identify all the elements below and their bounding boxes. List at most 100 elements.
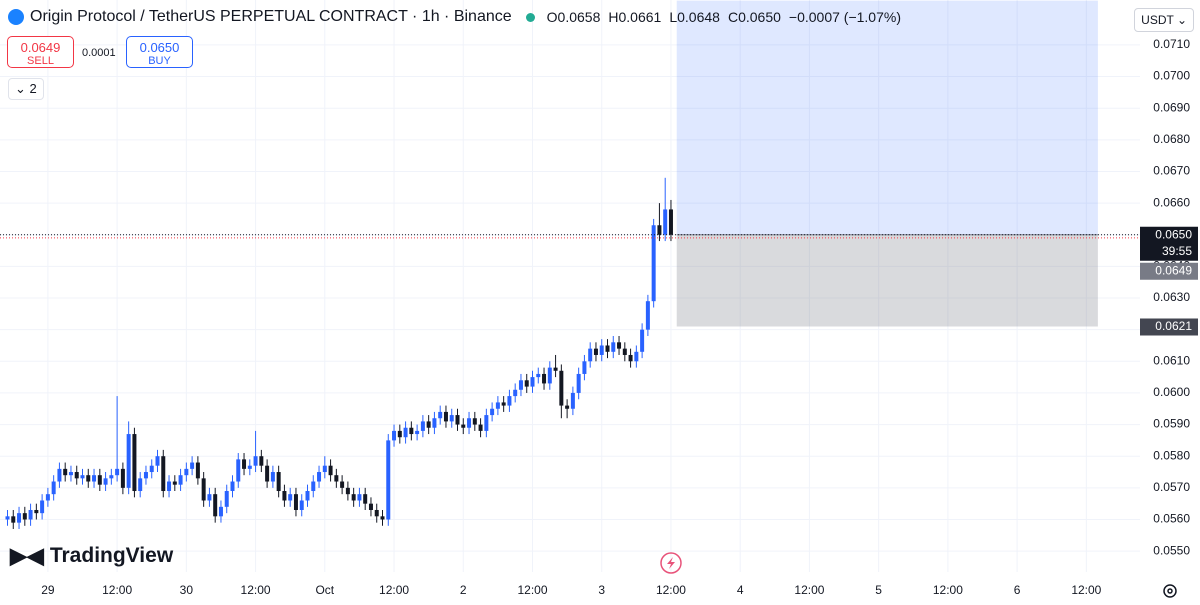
candle-body xyxy=(536,373,541,378)
x-tick-label: 12:00 xyxy=(1071,583,1101,597)
candle-body xyxy=(247,465,252,469)
candle-body xyxy=(518,380,523,390)
y-tick-label: 0.0590 xyxy=(1153,417,1190,431)
currency-select[interactable]: USDT ⌄ xyxy=(1134,8,1194,32)
price-label-box xyxy=(1140,262,1198,280)
candle-body xyxy=(611,342,616,352)
y-tick-label: 0.0550 xyxy=(1153,543,1190,557)
y-tick-label: 0.0690 xyxy=(1153,100,1190,114)
candle-body xyxy=(265,465,270,482)
candle-body xyxy=(443,411,448,422)
candle-body xyxy=(288,494,293,501)
ohlc: O0.0658 H0.0661 L0.0648 C0.0650 −0.0007 … xyxy=(525,9,901,25)
settings-icon[interactable] xyxy=(1163,584,1177,598)
candle-body xyxy=(57,468,62,482)
candle-body xyxy=(386,440,391,520)
candle-body xyxy=(426,421,431,428)
candle-body xyxy=(299,500,304,510)
candle-body xyxy=(155,456,160,466)
sell-price: 0.0649 xyxy=(20,40,61,55)
candle-body xyxy=(363,494,368,504)
y-tick-label: 0.0610 xyxy=(1153,353,1190,367)
candle-body xyxy=(438,411,443,419)
y-tick-label: 0.0680 xyxy=(1153,132,1190,146)
position-tool xyxy=(676,0,1098,327)
candle-body xyxy=(34,509,39,514)
candle-body xyxy=(22,513,27,520)
candle-body xyxy=(432,418,437,428)
candle-body xyxy=(143,472,148,479)
candle-body xyxy=(126,434,131,488)
candle-body xyxy=(409,427,414,435)
candle-body xyxy=(259,456,264,466)
buy-button[interactable]: 0.0650 BUY xyxy=(126,36,193,68)
candle-body xyxy=(524,380,529,387)
candle-body xyxy=(63,468,68,476)
candle-body xyxy=(218,506,223,517)
candle-body xyxy=(467,418,472,428)
indicator-count: 2 xyxy=(29,81,37,96)
stop-zone xyxy=(676,234,1098,327)
candle-body xyxy=(11,516,16,523)
candle-body xyxy=(317,472,322,482)
price-label-box xyxy=(1140,226,1198,261)
ohlc-open: O0.0658 xyxy=(546,9,601,25)
candle-body xyxy=(668,209,673,235)
x-tick-label: 12:00 xyxy=(102,583,132,597)
y-tick-label: 0.0700 xyxy=(1153,69,1190,83)
axes: 0.0550 0.0560 0.0570 0.0580 0.0590 0.0600 0.06… xyxy=(0,37,1198,597)
x-tick-label: 12:00 xyxy=(379,583,409,597)
x-tick-label: 12:00 xyxy=(933,583,963,597)
candle-body xyxy=(645,301,650,330)
x-tick-label: Oct xyxy=(315,583,334,597)
candle-body xyxy=(293,494,298,510)
change: −0.0007 (−1.07%) xyxy=(788,9,901,25)
candle-body xyxy=(605,345,610,352)
replay-icon[interactable] xyxy=(660,552,682,574)
candle-body xyxy=(576,373,581,393)
target-zone xyxy=(676,0,1098,235)
brand: ▶◀ TradingView xyxy=(10,543,173,569)
price-label-box xyxy=(1140,318,1198,336)
candle-body xyxy=(340,481,345,488)
candle-body xyxy=(120,468,125,488)
y-tick-label: 0.0660 xyxy=(1153,195,1190,209)
buy-price: 0.0650 xyxy=(139,40,180,55)
candle-body xyxy=(490,408,495,416)
candle-body xyxy=(51,481,56,495)
candle-body xyxy=(588,348,593,362)
candle-body xyxy=(230,481,235,492)
candle-body xyxy=(507,396,512,406)
currency: USDT xyxy=(1141,13,1174,27)
candle-body xyxy=(45,494,50,501)
gear xyxy=(1163,584,1177,598)
ohlc-low: L0.0648 xyxy=(669,9,720,25)
candle-body xyxy=(190,462,195,469)
candle-body xyxy=(86,475,91,482)
ohlc-high: H0.0661 xyxy=(608,9,662,25)
candle-body xyxy=(420,421,425,431)
candle-body xyxy=(392,430,397,441)
price-label: 0.0621 xyxy=(1155,319,1192,333)
candle-body xyxy=(28,509,33,520)
price-label: 0.0649 xyxy=(1155,263,1192,277)
candle-body xyxy=(622,348,627,355)
candle-body xyxy=(17,513,22,523)
x-tick-label: 12:00 xyxy=(241,583,271,597)
candle-body xyxy=(322,465,327,473)
indicators-toggle[interactable]: ⌄ 2 xyxy=(8,78,44,100)
candle-body xyxy=(461,424,466,428)
candle-body xyxy=(207,494,212,501)
candle-body xyxy=(449,415,454,422)
candle-body xyxy=(68,472,73,476)
candle-body xyxy=(334,475,339,482)
candle-body xyxy=(224,491,229,507)
candle-body xyxy=(513,389,518,397)
candle-body xyxy=(305,491,310,501)
candle-body xyxy=(593,348,598,355)
icon-ring xyxy=(660,552,682,574)
candle-body xyxy=(195,462,200,479)
y-tick-label: 0.0710 xyxy=(1153,37,1190,51)
sell-button[interactable]: 0.0649 SELL xyxy=(7,36,74,68)
candle-body xyxy=(282,491,287,501)
